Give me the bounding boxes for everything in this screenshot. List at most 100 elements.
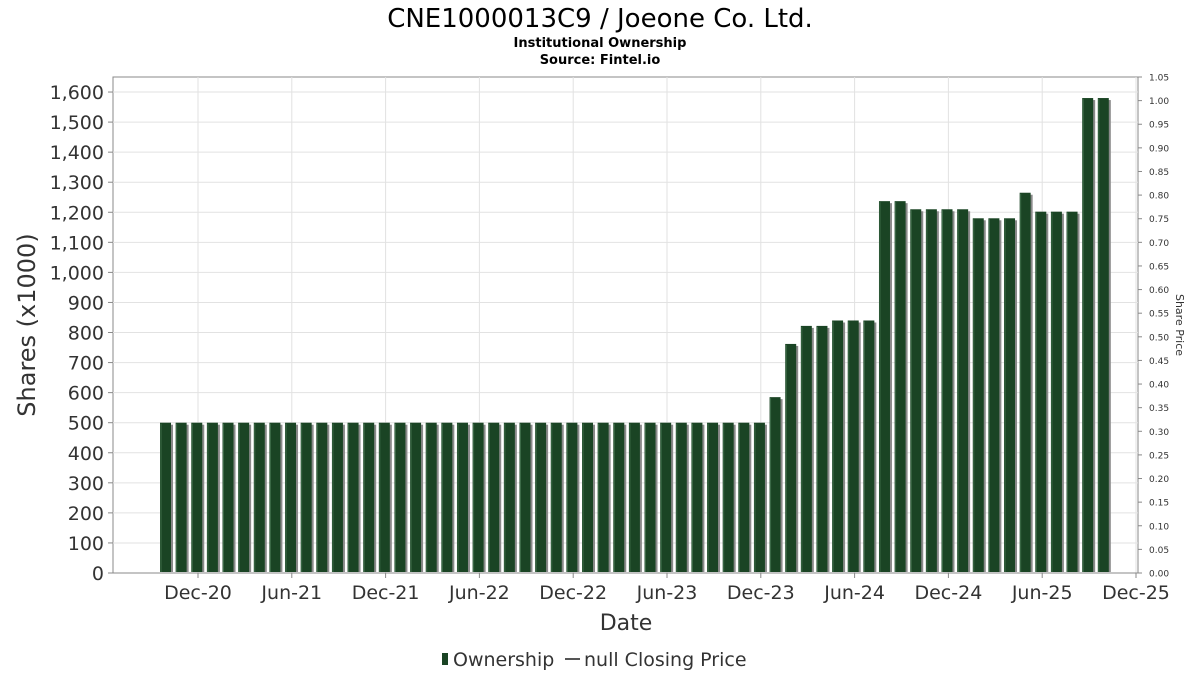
ownership-bar: [628, 422, 640, 572]
y-tick-label: 1,300: [50, 172, 104, 194]
x-tick-label: Jun-21: [260, 582, 322, 604]
ownership-bar: [597, 422, 609, 572]
ownership-bar: [660, 422, 672, 572]
legend-closing-price-label: null Closing Price: [584, 649, 747, 671]
y2-tick-label: 1.00: [1149, 97, 1169, 107]
y2-tick-label: 0.40: [1149, 381, 1169, 391]
bars: [160, 98, 1111, 573]
ownership-bar: [488, 422, 500, 572]
ownership-bar: [691, 422, 703, 572]
ownership-bar: [816, 325, 828, 572]
y2-tick-label: 0.30: [1149, 428, 1169, 438]
legend-ownership-swatch: [442, 653, 448, 665]
ownership-bar: [707, 422, 719, 572]
y2-axis: 0.00 0.05 0.10 0.15 0.20 0.25 0.30 0.35 0.40 0.45…: [1138, 74, 1169, 580]
ownership-bar: [613, 422, 625, 572]
ownership-bar: [441, 422, 453, 572]
x-tick-label: Dec-24: [914, 582, 982, 604]
ownership-bar: [1019, 192, 1031, 572]
x-tick-label: Dec-21: [352, 582, 420, 604]
y-tick-label: 1,400: [50, 142, 104, 164]
y-tick-label: 600: [68, 383, 104, 405]
ownership-bar: [160, 422, 171, 572]
y2-axis-title: Share Price: [1173, 294, 1186, 356]
y2-tick-label: 0.00: [1149, 570, 1169, 580]
y-tick-label: 800: [68, 323, 104, 345]
x-axis-title: Date: [600, 611, 653, 636]
y2-tick-label: 0.25: [1149, 451, 1169, 461]
y2-tick-label: 0.45: [1149, 357, 1169, 367]
y2-tick-label: 0.05: [1149, 546, 1169, 556]
x-tick-label: Dec-25: [1102, 582, 1170, 604]
x-tick-label: Dec-23: [727, 582, 795, 604]
ownership-bar: [863, 320, 875, 572]
y2-tick-label: 1.05: [1149, 74, 1169, 84]
ownership-bar: [722, 422, 734, 572]
y-axis: 0 100 200 300 400 500 600 700 800 900 1,000 1,100 1,…: [50, 82, 113, 585]
x-axis: Dec-20 Jun-21 Dec-21 Jun-22 Dec-22 Jun-23 Dec-…: [113, 572, 1170, 604]
y-tick-label: 1,200: [50, 202, 104, 224]
ownership-bar: [410, 422, 422, 572]
ownership-bar: [878, 201, 890, 572]
legend: Ownership null Closing Price: [442, 649, 747, 671]
y2-tick-label: 0.50: [1149, 333, 1169, 343]
ownership-bar: [316, 422, 328, 572]
ownership-bar: [894, 201, 906, 572]
x-tick-label: Jun-23: [636, 582, 698, 604]
y-tick-label: 100: [68, 533, 104, 555]
ownership-bar: [503, 422, 515, 572]
y-tick-label: 0: [92, 563, 104, 585]
x-tick-label: Dec-20: [164, 582, 232, 604]
ownership-bar: [847, 320, 859, 572]
ownership-bar: [957, 209, 969, 572]
ownership-bar: [972, 218, 984, 572]
ownership-bar: [910, 209, 922, 572]
chart-title: CNE1000013C9 / Joeone Co. Ltd.: [387, 4, 813, 34]
x-tick-label: Dec-22: [539, 582, 607, 604]
ownership-bar: [800, 325, 812, 572]
y-tick-label: 1,600: [50, 82, 104, 104]
y2-tick-label: 0.70: [1149, 239, 1169, 249]
ownership-bar: [269, 422, 281, 572]
y2-tick-label: 0.10: [1149, 522, 1169, 532]
ownership-bar: [582, 422, 594, 572]
x-tick-label: Jun-24: [823, 582, 885, 604]
y2-tick-label: 0.95: [1149, 121, 1169, 131]
y2-tick-label: 0.85: [1149, 168, 1169, 178]
ownership-bar: [394, 422, 406, 572]
ownership-bar: [535, 422, 547, 572]
ownership-bar: [378, 422, 390, 572]
x-tick-label: Jun-25: [1011, 582, 1073, 604]
y2-tick-label: 0.90: [1149, 144, 1169, 154]
ownership-bar: [1004, 218, 1016, 572]
y-tick-label: 1,000: [50, 262, 104, 284]
ownership-bar: [988, 218, 1000, 572]
ownership-bar: [1082, 98, 1094, 573]
y-tick-label: 900: [68, 292, 104, 314]
ownership-bar: [472, 422, 484, 572]
y-tick-label: 200: [68, 503, 104, 525]
y-tick-label: 400: [68, 443, 104, 465]
ownership-bar: [238, 422, 250, 572]
ownership-bar: [785, 343, 797, 572]
y-axis-title: Shares (x1000): [13, 233, 41, 416]
ownership-bar: [331, 422, 343, 572]
ownership-bar: [753, 422, 765, 572]
y2-tick-label: 0.55: [1149, 310, 1169, 320]
ownership-bar: [1035, 211, 1047, 572]
ownership-bar: [191, 422, 203, 572]
ownership-bar: [550, 422, 562, 572]
chart-source: Source: Fintel.io: [540, 53, 661, 68]
ownership-bar: [222, 422, 234, 572]
ownership-bar: [1050, 211, 1062, 572]
y2-tick-label: 0.20: [1149, 475, 1169, 485]
y-tick-label: 500: [68, 413, 104, 435]
y-tick-label: 300: [68, 473, 104, 495]
ownership-bar: [300, 422, 312, 572]
y2-tick-label: 0.80: [1149, 192, 1169, 202]
x-tick-label: Jun-22: [448, 582, 510, 604]
ownership-bar: [285, 422, 297, 572]
ownership-bar: [1066, 211, 1078, 572]
y2-tick-label: 0.35: [1149, 404, 1169, 414]
